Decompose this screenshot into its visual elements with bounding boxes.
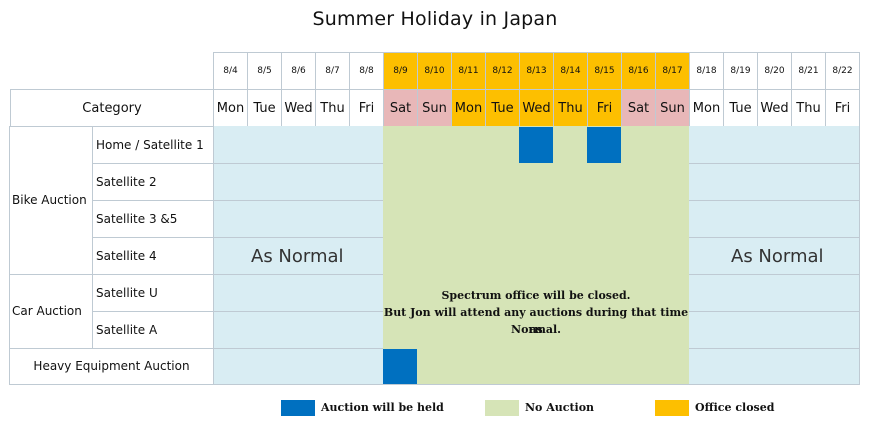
- weekday-cell: Thu: [791, 89, 826, 127]
- auction-held-marker: [587, 127, 621, 163]
- weekday-cell: Mon: [451, 89, 486, 127]
- weekday-cell: Fri: [349, 89, 384, 127]
- header-empty-corner: [10, 52, 214, 90]
- date-cell: 8/13: [519, 52, 554, 90]
- date-cell: 8/5: [247, 52, 282, 90]
- weekday-cell: Mon: [213, 89, 248, 127]
- date-cell: 8/4: [213, 52, 248, 90]
- legend-swatch-office-closed: [655, 400, 689, 416]
- legend-label-held: Auction will be held: [321, 401, 444, 414]
- weekday-cell: Tue: [247, 89, 282, 127]
- as-normal-right-label: As Normal: [731, 246, 824, 267]
- row-divider: [689, 200, 860, 201]
- weekday-cell: Sun: [655, 89, 690, 127]
- row-divider: [92, 200, 383, 201]
- row-divider: [10, 274, 383, 275]
- date-cell: 8/17: [655, 52, 690, 90]
- weekday-cell: Wed: [281, 89, 316, 127]
- legend-swatch-no-auction: [485, 400, 519, 416]
- row-label-home-satellite-1: Home / Satellite 1: [96, 137, 204, 152]
- weekday-cell: Sun: [417, 89, 452, 127]
- category-column-divider: [213, 126, 214, 385]
- legend-label-no-auction: No Auction: [525, 401, 595, 414]
- row-divider: [689, 237, 860, 238]
- category-header: Category: [10, 89, 214, 127]
- date-cell: 8/10: [417, 52, 452, 90]
- weekday-cell: Sat: [621, 89, 656, 127]
- date-cell: 8/7: [315, 52, 350, 90]
- closure-notice-line-2: But Jon will attend any auctions during …: [383, 306, 689, 336]
- legend-label-office-closed: Office closed: [695, 401, 775, 414]
- closure-notice-line-1: Spectrum office will be closed.: [441, 289, 631, 302]
- date-cell: 8/9: [383, 52, 418, 90]
- row-label-satellite-4: Satellite 4: [96, 248, 157, 263]
- date-cell: 8/12: [485, 52, 520, 90]
- table-left-border: [9, 126, 10, 385]
- row-divider: [92, 163, 383, 164]
- date-cell: 8/11: [451, 52, 486, 90]
- no-auction-period: [383, 126, 689, 385]
- weekday-cell: Tue: [485, 89, 520, 127]
- date-cell: 8/15: [587, 52, 622, 90]
- auction-held-marker: [383, 349, 417, 384]
- row-divider: [92, 237, 383, 238]
- date-cell: 8/20: [757, 52, 792, 90]
- row-divider: [10, 348, 383, 349]
- date-cell: 8/8: [349, 52, 384, 90]
- table-bottom-border: [10, 384, 860, 385]
- subcategory-divider: [92, 126, 93, 348]
- weekday-cell: Sat: [383, 89, 418, 127]
- table-right-border: [859, 126, 860, 385]
- date-cell: 8/21: [791, 52, 826, 90]
- normal-period-right: [689, 126, 860, 385]
- group-label-car: Car Auction: [12, 304, 82, 318]
- row-divider: [689, 163, 860, 164]
- weekday-cell: Fri: [825, 89, 860, 127]
- row-label-satellite-3-5: Satellite 3 &5: [96, 211, 178, 226]
- row-divider: [689, 348, 860, 349]
- row-label-satellite-2: Satellite 2: [96, 174, 157, 189]
- page-title: Summer Holiday in Japan: [312, 8, 558, 30]
- date-cell: 8/19: [723, 52, 758, 90]
- weekday-cell: Wed: [757, 89, 792, 127]
- row-label-heavy-equipment: Heavy Equipment Auction: [33, 359, 190, 373]
- group-label-bike: Bike Auction: [12, 193, 87, 207]
- weekday-cell: Mon: [689, 89, 724, 127]
- auction-held-marker: [519, 127, 553, 163]
- weekday-cell: Wed: [519, 89, 554, 127]
- weekday-cell: Thu: [315, 89, 350, 127]
- date-cell: 8/6: [281, 52, 316, 90]
- weekday-cell: Tue: [723, 89, 758, 127]
- row-divider: [92, 311, 383, 312]
- row-label-satellite-a: Satellite A: [96, 322, 158, 337]
- date-cell: 8/18: [689, 52, 724, 90]
- row-divider: [689, 274, 860, 275]
- as-normal-left-label: As Normal: [251, 246, 344, 267]
- row-divider: [689, 311, 860, 312]
- weekday-cell: Thu: [553, 89, 588, 127]
- date-cell: 8/22: [825, 52, 860, 90]
- date-cell: 8/14: [553, 52, 588, 90]
- closure-notice-line-3: Normal.: [511, 323, 561, 336]
- normal-period-left: [213, 126, 383, 385]
- row-label-satellite-u: Satellite U: [96, 285, 158, 300]
- weekday-cell: Fri: [587, 89, 622, 127]
- date-cell: 8/16: [621, 52, 656, 90]
- legend-swatch-held: [281, 400, 315, 416]
